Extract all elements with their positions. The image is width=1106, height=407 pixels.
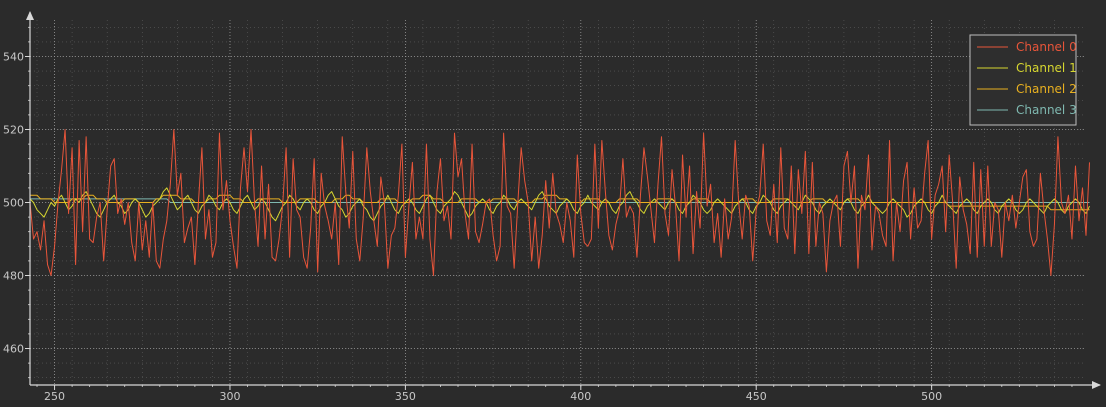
x-tick-labels: 250 300 350 400 450 500 <box>44 390 942 403</box>
x-tick-label: 500 <box>921 390 942 403</box>
y-axis-arrow <box>26 11 34 20</box>
legend: Channel 0 Channel 1 Channel 2 Channel 3 <box>969 34 1077 126</box>
x-tick-label: 350 <box>395 390 416 403</box>
y-tick-label: 520 <box>3 124 24 137</box>
y-tick-label: 500 <box>3 197 24 210</box>
legend-label: Channel 3 <box>1016 103 1077 117</box>
x-tick-label: 400 <box>570 390 591 403</box>
x-axis-arrow <box>1092 381 1101 389</box>
legend-label: Channel 0 <box>1016 40 1077 54</box>
y-tick-label: 480 <box>3 270 24 283</box>
x-tick-label: 250 <box>44 390 65 403</box>
x-tick-label: 300 <box>219 390 240 403</box>
series-line-channel-0 <box>29 129 1091 276</box>
y-tick-label: 460 <box>3 343 24 356</box>
legend-label: Channel 1 <box>1016 61 1077 75</box>
y-tick-label: 540 <box>3 51 24 64</box>
x-tick-label: 450 <box>746 390 767 403</box>
legend-label: Channel 2 <box>1016 82 1077 96</box>
series-layer <box>29 129 1091 276</box>
axes <box>25 11 1101 390</box>
major-grid <box>30 20 1086 385</box>
y-tick-labels: 460 480 500 520 540 <box>3 51 24 356</box>
